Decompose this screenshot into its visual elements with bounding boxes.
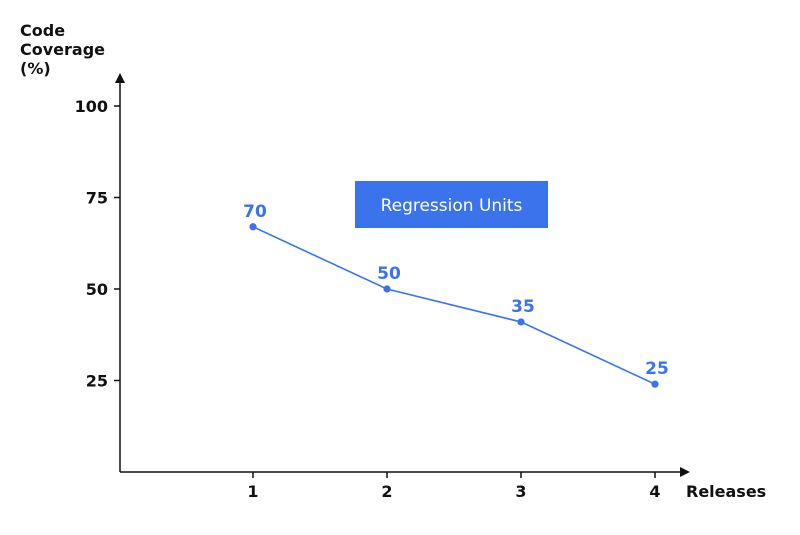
- y-axis-title-line: Coverage: [20, 40, 105, 59]
- x-axis-title: Releases: [686, 482, 766, 501]
- data-label: 25: [645, 359, 669, 379]
- y-axis-title-line: Code: [20, 21, 65, 40]
- x-tick-label: 2: [381, 482, 392, 501]
- y-tick-label: 75: [86, 189, 108, 208]
- series-line: [252, 226, 656, 385]
- data-label: 50: [377, 264, 401, 284]
- y-axis-arrow: [115, 73, 125, 83]
- y-tick-label: 100: [75, 97, 108, 116]
- data-point: [383, 285, 391, 293]
- legend: Regression Units: [355, 181, 548, 228]
- data-point: [249, 223, 257, 231]
- series-group: 70 50 35 25: [243, 202, 669, 388]
- data-label: 70: [243, 202, 267, 222]
- legend-label: Regression Units: [381, 196, 523, 216]
- y-tick-label: 25: [86, 372, 108, 391]
- axes: [115, 73, 690, 477]
- data-point: [651, 380, 659, 388]
- x-axis-arrow: [680, 467, 690, 477]
- legend-box: [355, 181, 548, 228]
- x-tick-label: 1: [247, 482, 258, 501]
- y-axis-title-text: Code Coverage (%): [20, 21, 105, 78]
- x-tick-label: 3: [515, 482, 526, 501]
- x-tick-label: 4: [649, 482, 660, 501]
- data-label: 35: [511, 297, 535, 317]
- y-axis-title-line: (%): [20, 59, 51, 78]
- data-point: [517, 318, 525, 326]
- y-axis-title: Code Coverage (%): [20, 21, 105, 78]
- ticks: 25 50 75 100 1 2 3 4: [75, 97, 661, 501]
- y-tick-label: 50: [86, 280, 108, 299]
